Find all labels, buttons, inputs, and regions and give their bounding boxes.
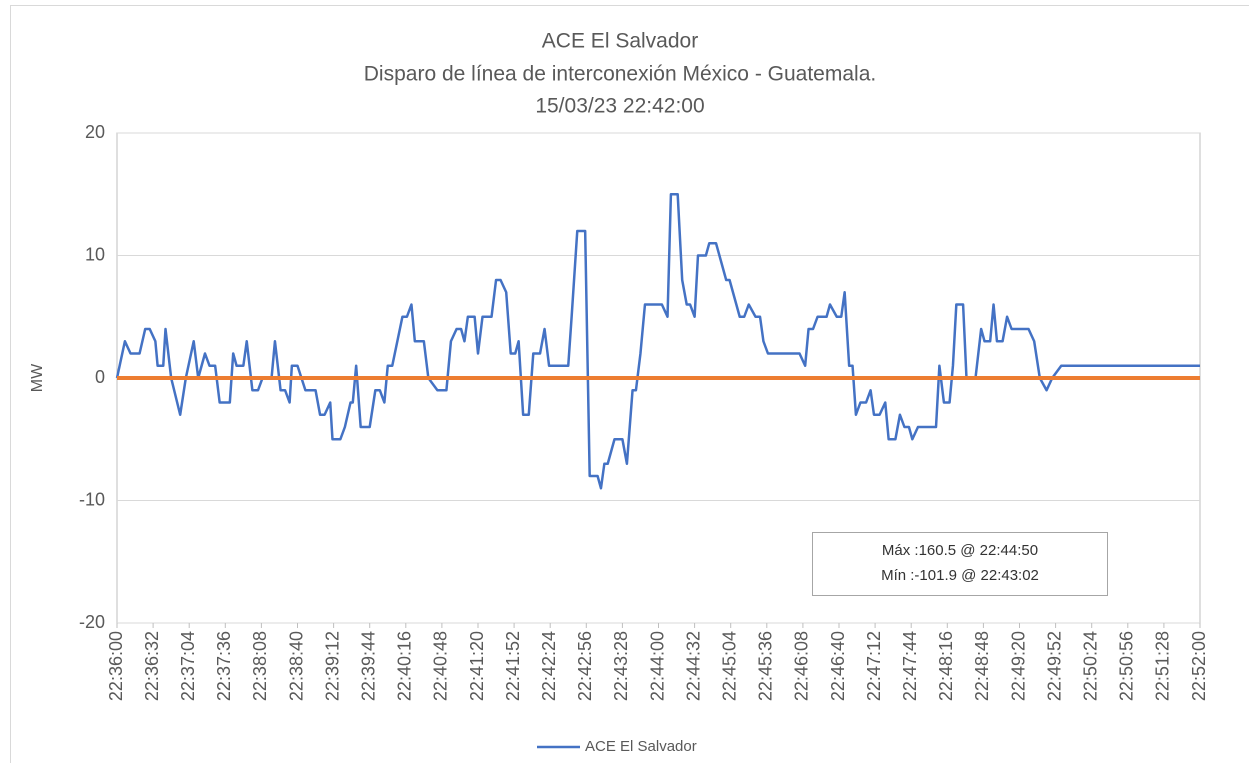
data-line [115,193,1200,490]
legend-label: ACE El Salvador [585,738,697,755]
x-tick-label: 22:44:32 [683,631,703,701]
x-tick-label: 22:38:08 [250,631,270,701]
x-tick-label: 22:46:40 [828,631,848,701]
x-tick-label: 22:50:56 [1117,631,1137,701]
y-tick-label: 10 [85,244,105,264]
y-axis-label: MW [29,363,46,392]
x-tick-label: 22:44:00 [647,631,667,701]
x-tick-label: 22:47:44 [900,631,920,701]
x-tick-label: 22:46:08 [792,631,812,701]
x-tick-label: 22:50:24 [1080,631,1100,701]
x-tick-label: 22:52:00 [1189,631,1209,701]
x-tick-label: 22:48:16 [936,631,956,701]
x-tick-label: 22:45:36 [756,631,776,701]
x-tick-label: 22:48:48 [972,631,992,701]
x-tick-label: 22:37:36 [214,631,234,701]
x-tick-label: 22:40:16 [395,631,415,701]
y-tick-label: 0 [95,367,105,387]
y-tick-label: -10 [79,489,105,509]
x-tick-label: 22:43:28 [611,631,631,701]
x-tick-label: 22:49:52 [1044,631,1064,701]
y-tick-label: -20 [79,612,105,632]
annotation: Máx :160.5 @ 22:44:50 [882,542,1038,559]
chart-subtitle: Disparo de línea de interconexión México… [364,63,876,86]
x-tick-label: 22:38:40 [286,631,306,701]
annotation: Mín :-101.9 @ 22:43:02 [881,567,1039,584]
x-tick-label: 22:39:12 [322,631,342,701]
x-tick-label: 22:42:24 [539,631,559,701]
x-tick-label: 22:42:56 [575,631,595,701]
x-tick-label: 22:39:44 [358,631,378,701]
x-tick-label: 22:36:00 [106,631,126,701]
x-tick-label: 22:36:32 [142,631,162,701]
x-tick-label: 22:49:20 [1008,631,1028,701]
chart-title: ACE El Salvador [542,30,698,53]
x-tick-label: 22:51:28 [1153,631,1173,701]
chart-subtitle: 15/03/23 22:42:00 [535,95,704,118]
y-tick-label: 20 [85,122,105,142]
x-tick-label: 22:41:20 [467,631,487,701]
x-tick-label: 22:45:04 [719,631,739,701]
x-tick-label: 22:47:12 [864,631,884,701]
x-tick-label: 22:41:52 [503,631,523,701]
x-tick-label: 22:37:04 [178,631,198,701]
x-tick-label: 22:40:48 [431,631,451,701]
annotation-box [812,532,1108,596]
